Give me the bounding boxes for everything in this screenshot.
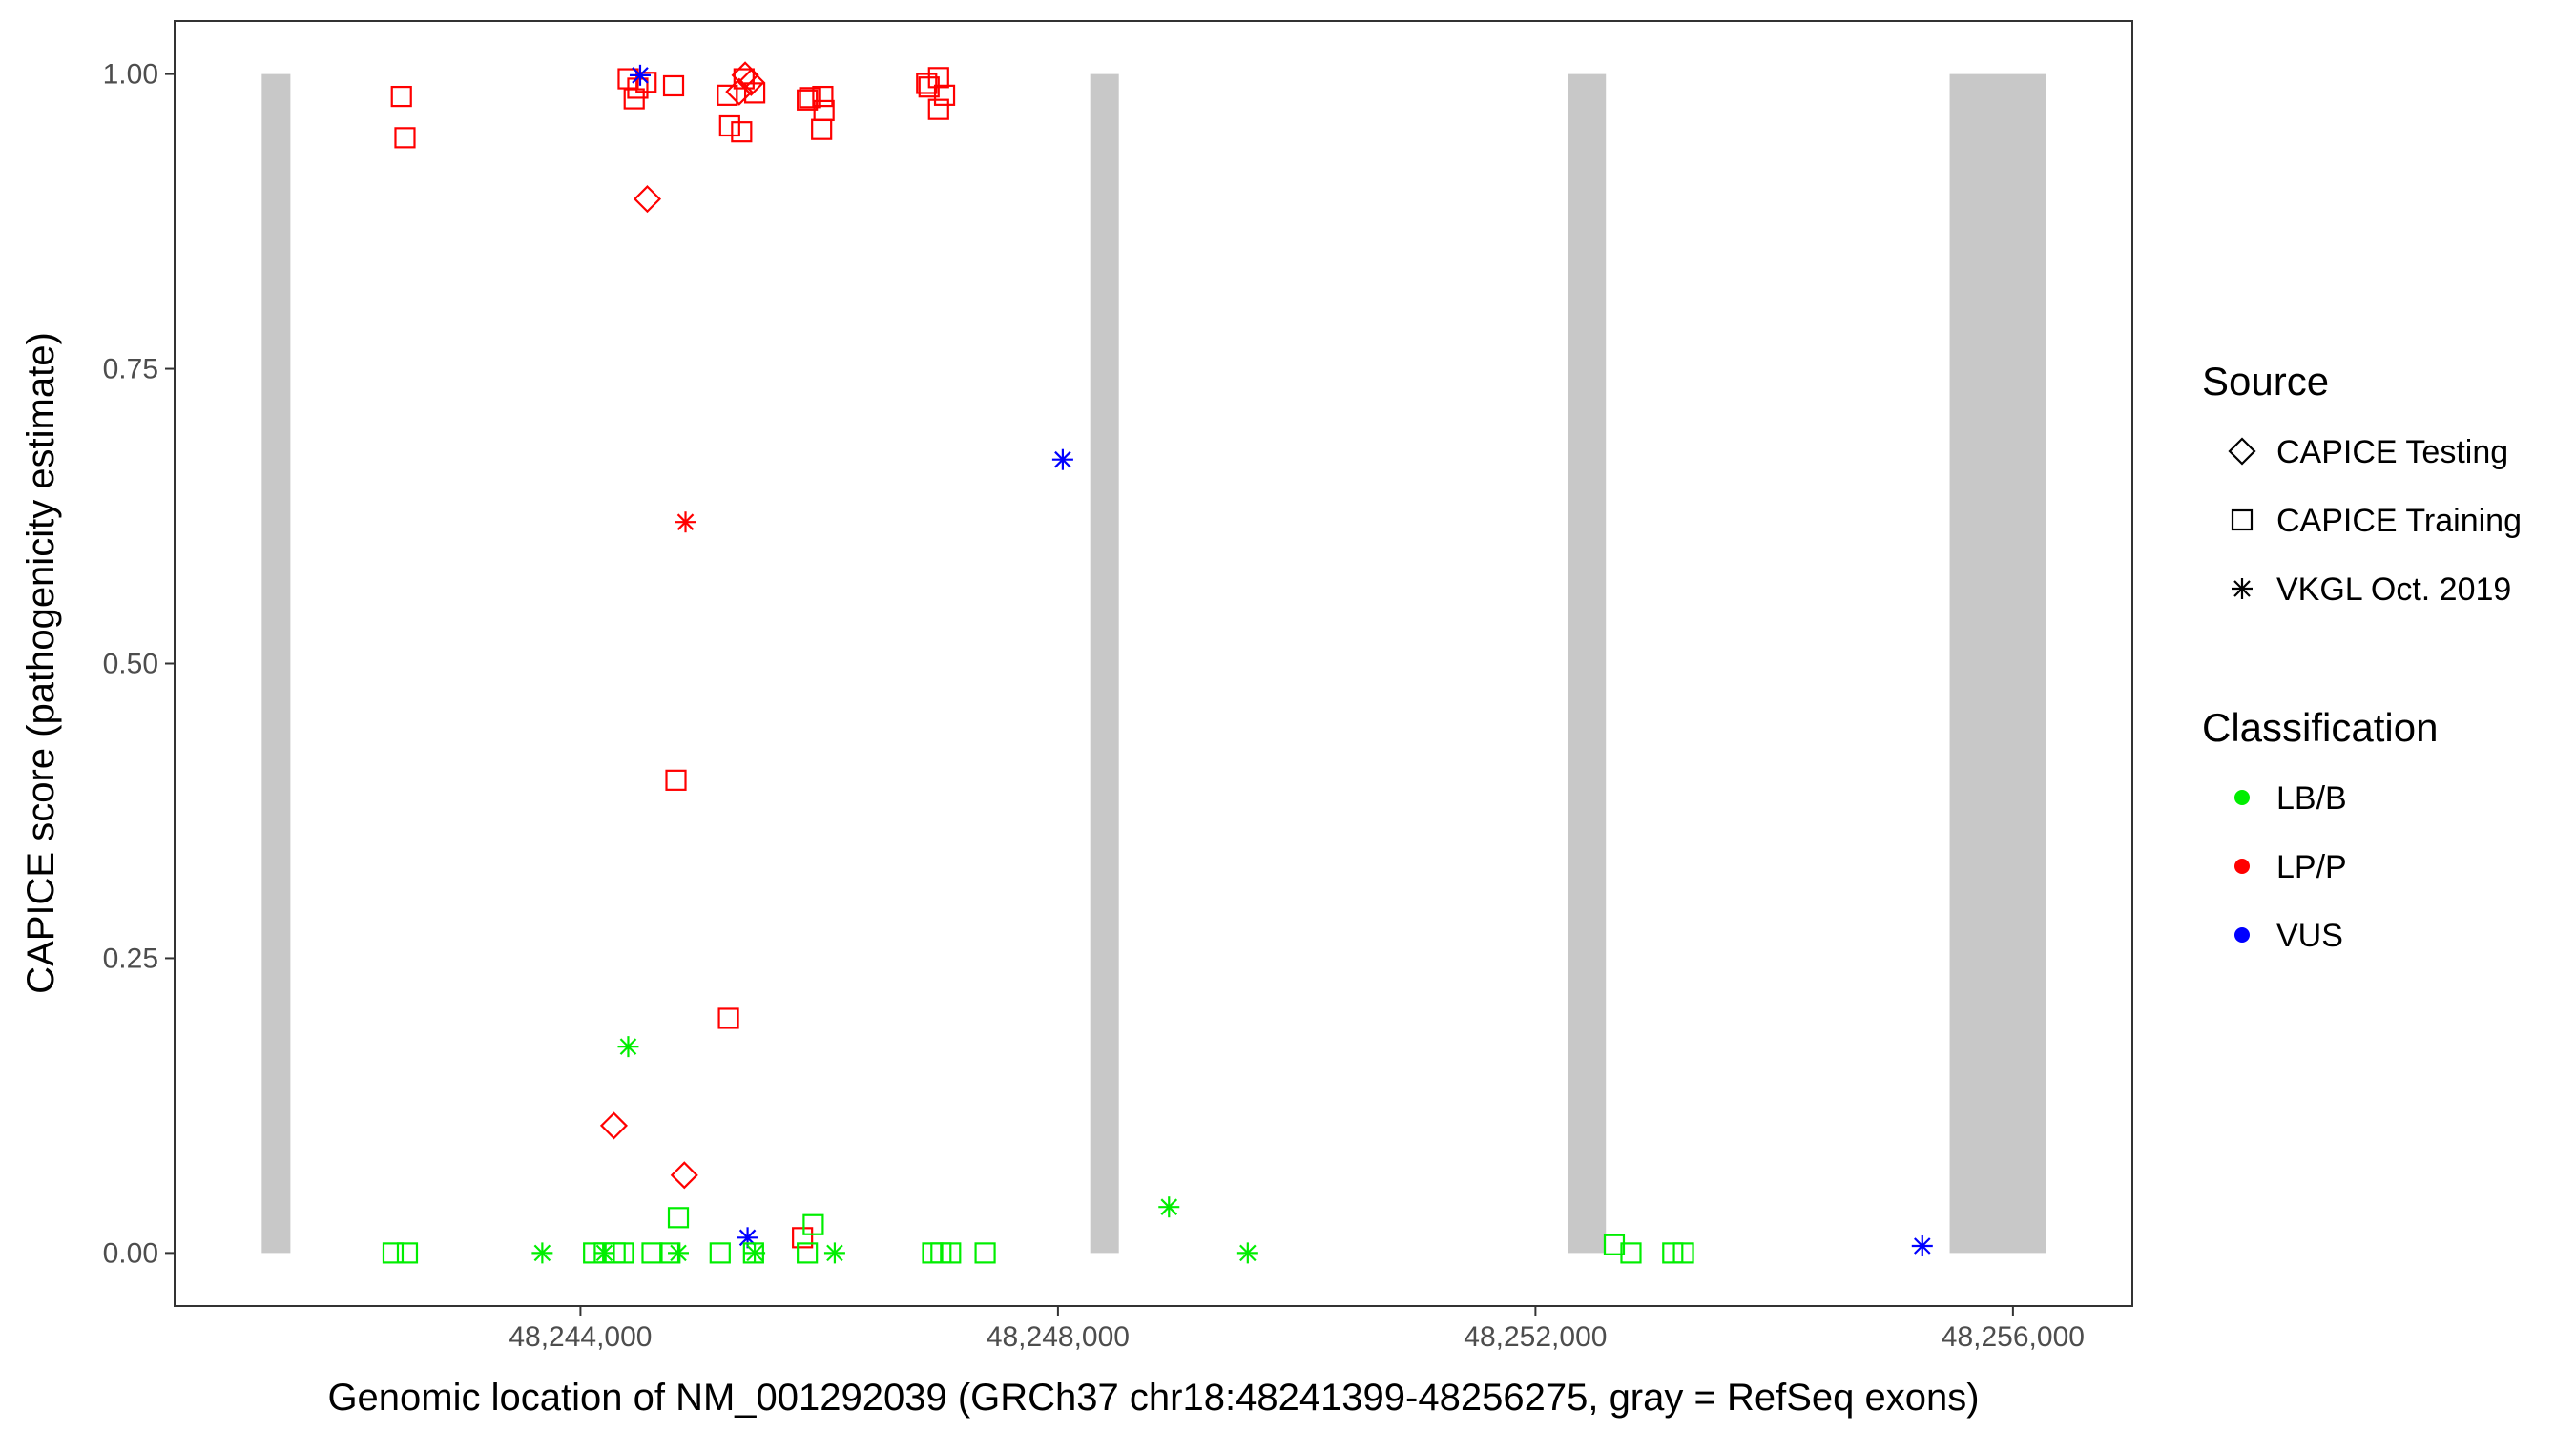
data-point [641,1242,663,1264]
legend-classification-label: LP/P [2276,849,2347,885]
data-point [667,1207,690,1229]
x-tick-label: 48,252,000 [1464,1321,1607,1353]
legend-classification-swatch [2234,859,2250,874]
data-point [799,87,821,109]
data-point [709,1242,731,1264]
y-axis-title: CAPICE score (pathogenicity estimate) [20,332,62,994]
data-point [1672,1242,1694,1264]
data-point [927,67,949,89]
data-point [1911,1234,1933,1256]
data-point [927,98,949,120]
data-point [599,1111,629,1140]
data-point [797,89,819,111]
data-point [812,85,834,108]
data-point [670,1161,698,1190]
data-point [797,1242,819,1264]
legend-classification-label: VUS [2276,918,2343,954]
exon-bar [1949,73,2046,1254]
legend-source-label: CAPICE Training [2276,503,2522,539]
data-point [668,1242,690,1264]
y-tick-label: 0.50 [103,649,158,680]
data-point [731,121,753,143]
data-point [382,1242,405,1264]
data-point [792,1227,814,1249]
legend-classification-items: LB/B LP/P VUS [2234,780,2347,954]
y-tick-label: 1.00 [103,59,158,91]
x-tick-label: 48,244,000 [509,1321,652,1353]
y-tick-label: 0.75 [103,354,158,385]
legend-source-items: CAPICE Testing CAPICE Training VKGL Oct. 2… [2228,434,2522,608]
data-point [974,1242,996,1264]
legend-classification-swatch [2234,790,2250,805]
data-point [583,1242,605,1264]
data-point [742,1242,764,1264]
legend-source-label: VKGL Oct. 2019 [2276,571,2511,608]
data-point [802,1213,824,1235]
data-point [593,1242,615,1264]
legend: Source CAPICE Testing CAPICE Training VKGL… [2202,359,2522,954]
legend-classification-label: LB/B [2276,780,2347,817]
data-point [659,1242,681,1264]
data-point [717,84,738,106]
data-point [717,1007,739,1029]
data-point [718,114,740,137]
exon-bar [1568,73,1607,1254]
legend-source-marker [2228,437,2256,466]
data-point [613,1242,634,1264]
data-point [635,72,657,93]
data-point [633,185,662,214]
y-tick-label: 0.25 [103,943,158,974]
data-point [916,73,938,94]
data-point [390,85,412,108]
x-tick-label: 48,256,000 [1942,1321,2085,1353]
data-point [675,511,696,533]
data-point [662,74,685,97]
data-point [617,1036,639,1058]
data-point [933,84,956,106]
data-point [811,118,833,140]
data-point [1662,1242,1684,1264]
y-tick-label: 0.00 [103,1237,158,1269]
legend-classification-swatch [2234,927,2250,943]
data-point [743,82,766,104]
legend-source-title: Source [2202,359,2329,404]
exon-regions [261,73,2046,1254]
exon-bar [1090,73,1119,1254]
legend-source-marker [2232,578,2253,599]
x-axis-title: Genomic location of NM_001292039 (GRCh37… [327,1377,1979,1419]
data-point [629,64,651,86]
data-point [396,1242,419,1264]
exon-bar [261,73,291,1254]
data-point [823,1242,845,1264]
data-point [623,88,645,110]
x-tick-label: 48,248,000 [987,1321,1130,1353]
data-point [1620,1242,1642,1264]
data-points [382,61,1933,1264]
data-point [940,1242,962,1264]
legend-classification-title: Classification [2202,705,2438,750]
data-point [725,77,754,106]
y-axis: 0.00 0.25 0.50 0.75 1.00 [103,59,175,1269]
legend-source-marker [2231,508,2254,531]
data-point [531,1242,553,1264]
data-point [665,769,687,791]
data-point [394,127,416,149]
data-point [1158,1196,1180,1218]
data-point [1603,1234,1626,1255]
data-point [1051,448,1073,470]
data-point [1236,1242,1258,1264]
x-axis: 48,244,000 48,248,000 48,252,000 48,256,000 [509,1306,2085,1353]
legend-source-label: CAPICE Testing [2276,434,2508,470]
data-point [737,68,765,96]
data-point [744,1242,766,1264]
